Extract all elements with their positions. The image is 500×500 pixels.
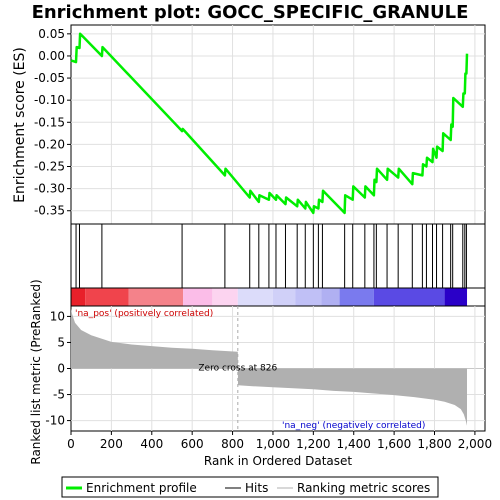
- rank-y-ticks: 10 5 0 -5 -10: [45, 309, 71, 428]
- es-y-tick-label: -0.35: [34, 204, 65, 218]
- rank-x-tick-label: 600: [181, 437, 204, 451]
- rank-x-tick-label: 200: [100, 437, 123, 451]
- rank-y-tick-label: -10: [45, 414, 65, 428]
- es-y-tick-label: -0.10: [34, 93, 65, 107]
- es-y-axis-label: Enrichment score (ES): [12, 47, 28, 203]
- color-bar-segment: [237, 288, 273, 306]
- color-bar-segment: [444, 288, 468, 306]
- rank-x-tick-label: 400: [140, 437, 163, 451]
- es-y-tick-label: 0.00: [38, 49, 65, 63]
- color-bar-segment: [212, 288, 238, 306]
- color-bar-panel: [70, 287, 486, 307]
- es-y-tick-label: -0.25: [34, 160, 65, 174]
- rank-y-tick-label: 10: [50, 309, 65, 323]
- color-bar-segment: [295, 288, 322, 306]
- rank-x-tick-label: 0: [67, 437, 75, 451]
- hits-panel: [70, 223, 486, 289]
- rank-x-tick-label: 1,000: [256, 437, 290, 451]
- color-bar-segment: [85, 288, 129, 306]
- positive-correlation-label: 'na_pos' (positively correlated): [75, 309, 213, 319]
- es-y-tick-label: 0.05: [38, 27, 65, 41]
- color-bar-segment: [183, 288, 213, 306]
- color-bar-segment: [128, 288, 184, 306]
- rank-color-bar: [71, 288, 468, 306]
- color-bar-segment: [321, 288, 340, 306]
- color-bar-segment: [339, 288, 374, 306]
- es-gridlines: [71, 25, 485, 224]
- es-y-tick-label: -0.20: [34, 137, 65, 151]
- legend-label-hits: Hits: [245, 481, 268, 495]
- negative-correlation-label: 'na_neg' (negatively correlated): [282, 421, 425, 431]
- rank-y-tick-label: 0: [57, 362, 65, 376]
- rank-x-tick-label: 2,000: [458, 437, 492, 451]
- es-y-tick-label: -0.30: [34, 182, 65, 196]
- zero-cross-label: Zero cross at 826: [198, 364, 277, 374]
- rank-x-tick-label: 1,400: [337, 437, 371, 451]
- es-y-tick-label: -0.15: [34, 115, 65, 129]
- rank-y-tick-label: -5: [53, 388, 65, 402]
- rank-y-tick-label: 5: [57, 335, 65, 349]
- rank-x-tick-label: 1,600: [377, 437, 411, 451]
- es-panel: 0.05 0.00 -0.05 -0.10 -0.15 -0.20 -0.25 -0.30 -0…: [12, 24, 486, 225]
- legend: Enrichment profile Hits Ranking metric s…: [61, 476, 439, 498]
- es-plot-frame: [70, 24, 486, 225]
- ranking-metric-area: [71, 308, 467, 426]
- legend-label-enrichment-profile: Enrichment profile: [86, 481, 197, 495]
- rank-panel: Zero cross at 826 'na_pos' (positively c…: [29, 279, 492, 468]
- es-y-ticks: 0.05 0.00 -0.05 -0.10 -0.15 -0.20 -0.25 -0.30 -0…: [34, 27, 71, 218]
- rank-y-axis-label: Ranked list metric (PreRanked): [29, 279, 43, 464]
- chart-title: Enrichment plot: GOCC_SPECIFIC_GRANULE: [32, 2, 469, 23]
- es-y-tick-label: -0.05: [34, 71, 65, 85]
- color-bar-segment: [272, 288, 296, 306]
- rank-x-tick-label: 800: [221, 437, 244, 451]
- legend-frame: [61, 476, 439, 498]
- legend-label-ranking-metric: Ranking metric scores: [297, 481, 430, 495]
- enrichment-profile-line: [70, 32, 469, 215]
- rank-x-tick-label: 1,800: [417, 437, 451, 451]
- color-bar-segment: [373, 288, 445, 306]
- hits-frame: [70, 223, 486, 289]
- hit-markers: [75, 224, 467, 288]
- rank-x-axis-label: Rank in Ordered Dataset: [204, 454, 352, 468]
- rank-x-ticks: 0 200 400 600 800 1,000 1,200 1,400 1,600 1,800 2,…: [67, 431, 492, 451]
- rank-x-tick-label: 1,200: [296, 437, 330, 451]
- color-bar-segment: [71, 288, 86, 306]
